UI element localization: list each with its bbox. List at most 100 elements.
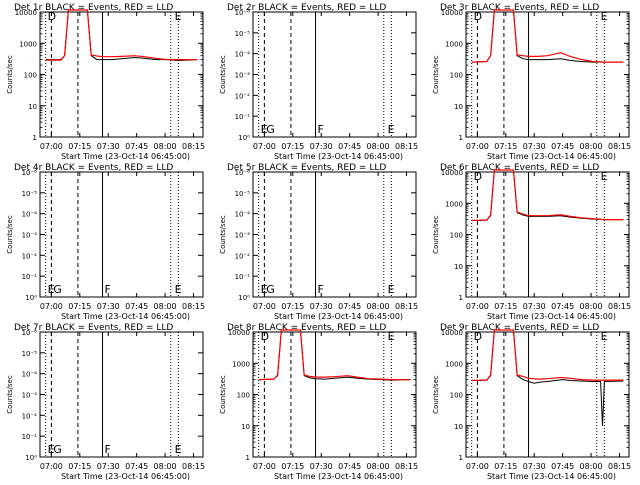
chart-title: Det 5r BLACK = Events, RED = LLD [227,163,386,173]
series-events-line [471,329,624,426]
y-tick-label: 10⁻⁶ [235,9,251,17]
x-tick-label: 07:45 [551,462,574,471]
region-marker-label: D [261,330,269,343]
y-tick-label: 1 [459,294,463,302]
x-tick-label: 08:00 [367,142,390,151]
y-axis-label: Counts/sec [219,375,227,414]
region-marker-label: E [175,10,182,23]
region-marker-label: E [388,330,395,343]
detector-panel-8: Det 8r BLACK = Events, RED = LLD Counts/s… [219,323,418,481]
region-marker-label: F [317,283,323,296]
y-tick-label: 10000 [441,329,463,337]
x-tick-label: 08:15 [395,142,418,151]
y-tick-label: 10⁻⁶ [235,169,251,177]
x-axis-label: Start Time (23-Oct-14 06:45:00) [274,312,403,321]
y-axis-label: Counts/sec [6,55,14,94]
x-tick-label: 08:00 [580,302,603,311]
series-lld-line [45,9,198,61]
x-tick-label: 07:15 [68,302,91,311]
y-tick-label: 1000 [445,40,463,48]
y-tick-label: 10⁻³ [235,72,251,80]
x-tick-label: 07:30 [523,462,546,471]
x-tick-label: 08:15 [182,142,205,151]
x-axis-label: Start Time (23-Oct-14 06:45:00) [487,472,616,480]
series-lld-line [471,9,624,63]
region-marker-label: E [175,443,182,456]
y-tick-label: 10⁻² [22,252,38,260]
x-tick-label: 07:00 [466,302,489,311]
x-tick-label: 08:00 [154,142,177,151]
x-tick-label: 07:30 [310,302,333,311]
x-tick-label: 07:45 [338,142,361,151]
x-axis-label: Start Time (23-Oct-14 06:45:00) [487,152,616,161]
y-tick-label: 10⁻¹ [22,433,38,441]
y-tick-label: 10⁻² [235,252,251,260]
x-axis-label: Start Time (23-Oct-14 06:45:00) [61,312,190,321]
x-tick-label: 08:15 [608,142,631,151]
region-marker-label: G [266,123,275,136]
x-axis-label: Start Time (23-Oct-14 06:45:00) [61,152,190,161]
x-tick-label: 07:45 [125,302,148,311]
x-tick-label: 07:15 [281,302,304,311]
y-tick-label: 10⁻¹ [235,273,251,281]
x-tick-label: 07:15 [281,142,304,151]
detector-panel-6: Det 6r BLACK = Events, RED = LLD Counts/s… [432,163,631,321]
region-marker-label: F [104,443,110,456]
x-tick-label: 08:00 [367,302,390,311]
y-tick-label: 10⁻¹ [235,113,251,121]
series-lld-line [471,329,624,382]
series-lld-line [471,169,624,222]
y-tick-label: 10000 [441,9,463,17]
x-tick-label: 08:15 [182,302,205,311]
x-tick-label: 08:00 [154,302,177,311]
y-tick-label: 1000 [232,360,250,368]
y-tick-label: 10⁻² [22,412,38,420]
y-tick-label: 1000 [445,200,463,208]
x-tick-label: 07:00 [40,142,63,151]
y-tick-label: 10⁻⁵ [235,30,251,38]
x-tick-label: 08:15 [395,302,418,311]
x-tick-label: 07:00 [40,462,63,471]
region-marker-label: D [474,330,482,343]
y-tick-label: 10⁻³ [22,232,38,240]
x-tick-label: 08:15 [608,302,631,311]
y-axis-label: Counts/sec [432,55,440,94]
detector-panel-7: Det 7r BLACK = Events, RED = LLD Counts/s… [6,323,205,481]
x-tick-label: 08:00 [580,462,603,471]
x-tick-label: 07:00 [466,462,489,471]
x-tick-label: 07:15 [494,302,517,311]
x-tick-label: 08:00 [154,462,177,471]
x-tick-label: 07:15 [494,142,517,151]
y-axis-label: Counts/sec [432,375,440,414]
x-tick-label: 07:30 [97,302,120,311]
y-tick-label: 10000 [228,329,250,337]
y-tick-label: 10 [454,423,463,431]
y-tick-label: 1000 [445,360,463,368]
x-tick-label: 07:45 [551,302,574,311]
chart-title: Det 7r BLACK = Events, RED = LLD [14,323,173,333]
x-tick-label: 08:15 [182,462,205,471]
x-tick-label: 07:30 [310,462,333,471]
x-tick-label: 07:30 [523,142,546,151]
detector-panel-3: Det 3r BLACK = Events, RED = LLD Counts/s… [432,3,631,161]
region-marker-label: G [53,443,62,456]
chart-title: Det 1r BLACK = Events, RED = LLD [14,3,173,13]
region-marker-label: E [601,330,608,343]
detector-panel-4: Det 4r BLACK = Events, RED = LLD Counts/s… [6,163,205,321]
x-tick-label: 07:45 [125,142,148,151]
region-marker-label: E [601,10,608,23]
x-tick-label: 07:00 [253,302,276,311]
y-tick-label: 10⁰ [238,294,250,302]
region-marker-label: F [317,123,323,136]
x-tick-label: 07:45 [551,142,574,151]
y-tick-label: 10 [454,103,463,111]
x-tick-label: 07:30 [97,462,120,471]
y-tick-label: 1 [459,134,463,142]
x-tick-label: 07:45 [125,462,148,471]
x-tick-label: 07:15 [494,462,517,471]
chart-title: Det 6r BLACK = Events, RED = LLD [440,163,599,173]
y-axis-label: Counts/sec [6,375,14,414]
region-marker-label: E [261,283,268,296]
chart-title: Det 9r BLACK = Events, RED = LLD [440,323,599,333]
x-tick-label: 08:00 [367,462,390,471]
